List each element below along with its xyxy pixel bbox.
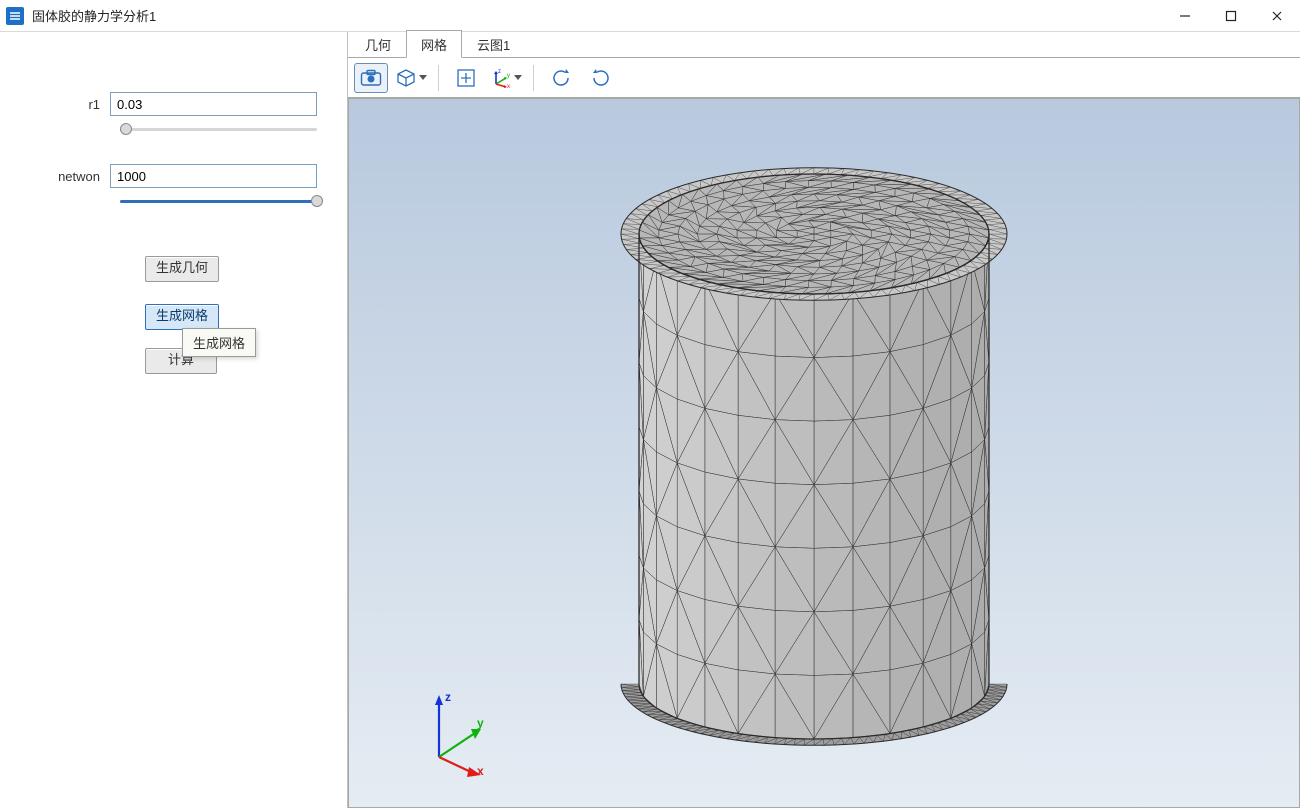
triad-x-label: x [477,764,484,777]
rotate-ccw-button[interactable] [544,63,578,93]
fit-view-button[interactable] [449,63,483,93]
r1-slider[interactable] [120,122,317,136]
tab-bar: 几何 网格 云图1 [348,32,1300,58]
tab-mesh[interactable]: 网格 [406,30,462,58]
slider-row-r1 [30,122,317,136]
tooltip: 生成网格 [182,328,256,357]
title-bar: 固体胶的静力学分析1 [0,0,1300,32]
triad-z-label: z [445,690,451,704]
svg-text:y: y [507,73,510,79]
toolbar-separator [533,65,534,91]
side-panel: r1 netwon 生成几何 生成网格 计算 [0,32,348,808]
field-row-netwon: netwon [30,164,317,188]
svg-text:z: z [498,69,501,75]
generate-geometry-button[interactable]: 生成几何 [145,256,219,282]
viewer-area: 几何 网格 云图1 [348,32,1300,808]
view-cube-button[interactable] [394,63,428,93]
r1-input[interactable] [110,92,317,116]
rotate-cw-button[interactable] [584,63,618,93]
axis-triad: z y x [419,687,509,777]
close-button[interactable] [1254,0,1300,32]
field-row-r1: r1 [30,92,317,116]
slider-row-netwon [30,194,317,208]
camera-snapshot-button[interactable] [354,63,388,93]
app-body: r1 netwon 生成几何 生成网格 计算 [0,32,1300,808]
viewer-toolbar: z y x [348,58,1300,98]
tab-geometry[interactable]: 几何 [350,30,406,58]
netwon-input[interactable] [110,164,317,188]
maximize-button[interactable] [1208,0,1254,32]
window-title: 固体胶的静力学分析1 [32,6,1162,25]
app-icon [6,7,24,25]
netwon-slider[interactable] [120,194,317,208]
button-stack: 生成几何 生成网格 计算 [30,256,317,396]
minimize-button[interactable] [1162,0,1208,32]
mesh-canvas[interactable]: z y x [348,98,1300,808]
field-label-netwon: netwon [30,169,110,184]
triad-y-label: y [477,716,484,730]
field-label-r1: r1 [30,97,110,112]
generate-mesh-button[interactable]: 生成网格 [145,304,219,330]
tab-contour[interactable]: 云图1 [462,30,525,58]
svg-text:x: x [507,84,510,88]
toolbar-separator [438,65,439,91]
axis-orientation-button[interactable]: z y x [489,63,523,93]
